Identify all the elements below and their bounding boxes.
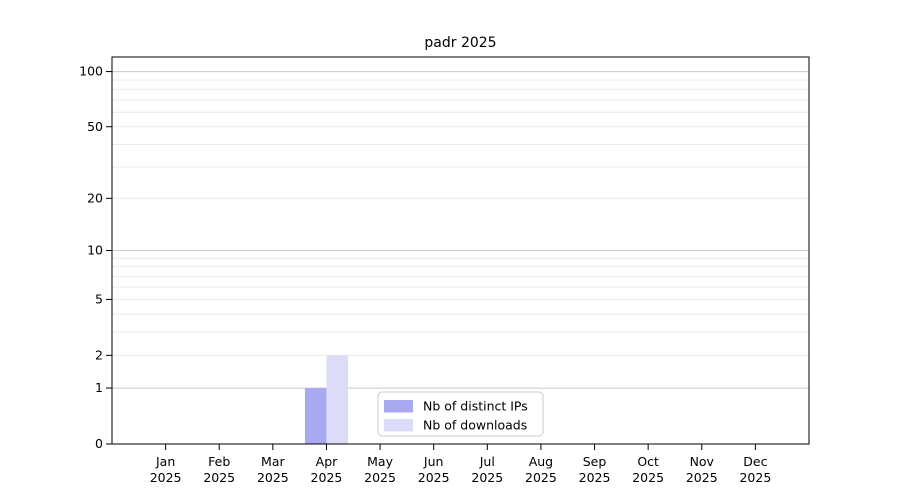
x-tick-label-year: 2025: [203, 470, 235, 485]
x-tick-label-month: Nov: [690, 454, 715, 469]
x-tick-label-month: Mar: [261, 454, 285, 469]
legend-label-downloads: Nb of downloads: [423, 418, 527, 433]
x-tick-label-month: Jan: [155, 454, 175, 469]
y-tick-label: 100: [79, 64, 103, 79]
x-tick-label-year: 2025: [739, 470, 771, 485]
y-tick-label: 50: [87, 119, 103, 134]
legend-swatch-distinct-ips: [384, 400, 413, 413]
bar-downloads-apr: [326, 355, 348, 444]
legend-box: [377, 391, 544, 437]
legend-label-distinct-ips: Nb of distinct IPs: [423, 399, 528, 414]
x-tick-label-month: Feb: [208, 454, 230, 469]
x-tick-label-year: 2025: [364, 470, 396, 485]
legend-swatch-downloads: [384, 419, 413, 432]
bar-distinct-ips-apr: [304, 388, 327, 444]
x-tick-label-month: Apr: [316, 454, 338, 469]
x-tick-label-month: Sep: [583, 454, 607, 469]
chart-title: padr 2025: [424, 35, 497, 51]
x-tick-label-year: 2025: [311, 470, 343, 485]
x-tick-label-year: 2025: [686, 470, 718, 485]
x-tick-label-month: Jun: [423, 454, 444, 469]
y-tick-label: 0: [95, 436, 103, 451]
x-tick-label-month: Aug: [529, 454, 553, 469]
y-tick-label: 10: [87, 243, 103, 258]
y-tick-label: 5: [95, 292, 103, 307]
x-tick-label-year: 2025: [632, 470, 664, 485]
x-tick-label-year: 2025: [525, 470, 557, 485]
y-tick-label: 20: [87, 190, 103, 205]
x-tick-label-month: May: [367, 454, 393, 469]
x-tick-label-year: 2025: [150, 470, 182, 485]
x-tick-label-year: 2025: [471, 470, 503, 485]
x-tick-label-year: 2025: [418, 470, 450, 485]
x-tick-label-year: 2025: [257, 470, 289, 485]
x-tick-label-month: Dec: [743, 454, 767, 469]
x-tick-label-year: 2025: [579, 470, 611, 485]
y-tick-label: 2: [95, 347, 103, 362]
x-tick-label-month: Oct: [637, 454, 659, 469]
y-tick-label: 1: [95, 380, 103, 395]
x-tick-label-month: Jul: [479, 454, 495, 469]
